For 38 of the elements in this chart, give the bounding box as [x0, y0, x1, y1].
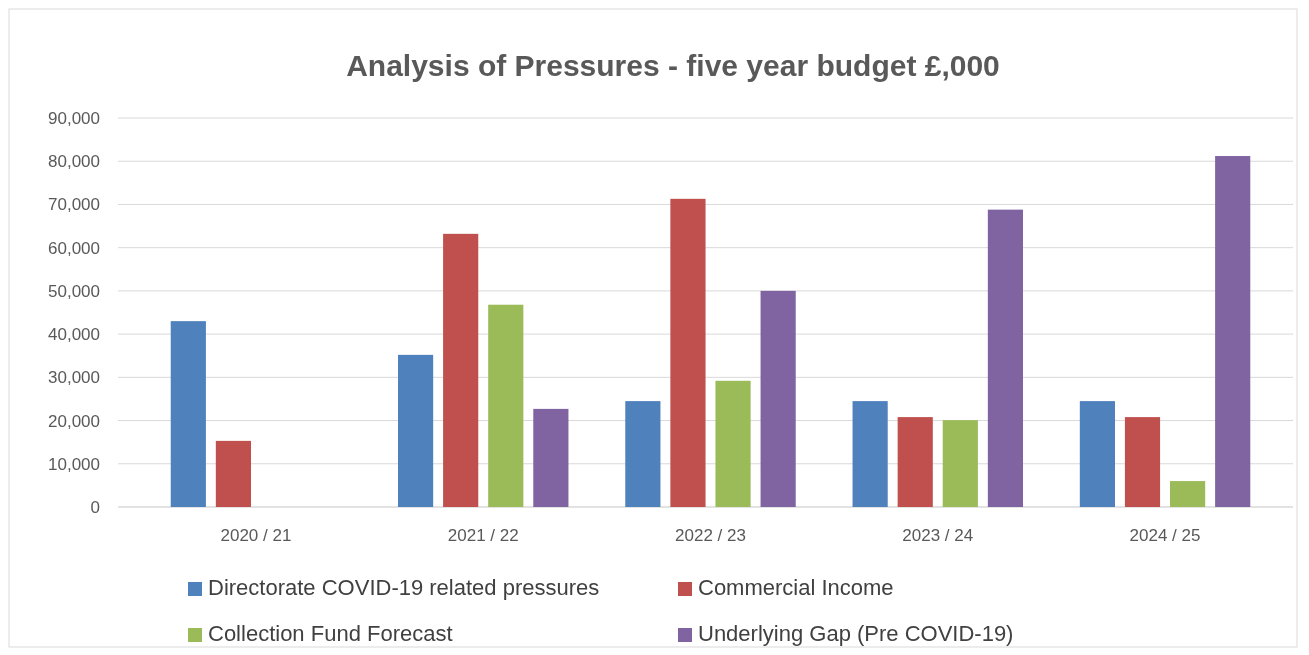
legend-label: Collection Fund Forecast [208, 621, 453, 646]
y-tick-label: 30,000 [48, 368, 100, 388]
x-tick-label: 2024 / 25 [1129, 526, 1201, 545]
bar [987, 209, 1023, 507]
bar [533, 408, 569, 507]
bar [398, 354, 434, 507]
bar [760, 290, 796, 507]
y-tick-label: 50,000 [48, 281, 100, 301]
y-tick-label: 10,000 [48, 454, 100, 474]
bar [1079, 401, 1115, 507]
bar [670, 198, 706, 507]
bar [1215, 156, 1251, 507]
y-tick-label: 0 [90, 498, 100, 517]
legend-label: Commercial Income [698, 575, 894, 600]
bar [170, 321, 206, 507]
bar [625, 401, 661, 507]
y-tick-label: 80,000 [48, 152, 100, 172]
bar [942, 420, 978, 507]
y-tick-label: 90,000 [48, 109, 100, 128]
bar [1170, 481, 1206, 507]
x-tick-label: 2021 / 22 [447, 526, 519, 545]
y-tick-label: 40,000 [48, 325, 100, 345]
legend-label: Directorate COVID-19 related pressures [208, 575, 600, 600]
y-tick-label: 20,000 [48, 411, 100, 431]
bar [215, 440, 251, 507]
bar [715, 380, 751, 507]
x-tick-label: 2023 / 24 [902, 526, 974, 545]
bar [1124, 417, 1161, 507]
bar [488, 304, 524, 507]
bar [852, 401, 888, 507]
bar [897, 417, 933, 507]
legend-label: Underlying Gap (Pre COVID-19) [698, 621, 1014, 646]
bar [443, 233, 479, 507]
y-tick-label: 60,000 [48, 238, 100, 258]
chart-title: Analysis of Pressures - five year budget £,000 [346, 49, 1000, 82]
y-tick-label: 70,000 [48, 195, 100, 215]
x-tick-label: 2022 / 23 [675, 526, 746, 545]
x-tick-label: 2020 / 21 [220, 526, 292, 545]
